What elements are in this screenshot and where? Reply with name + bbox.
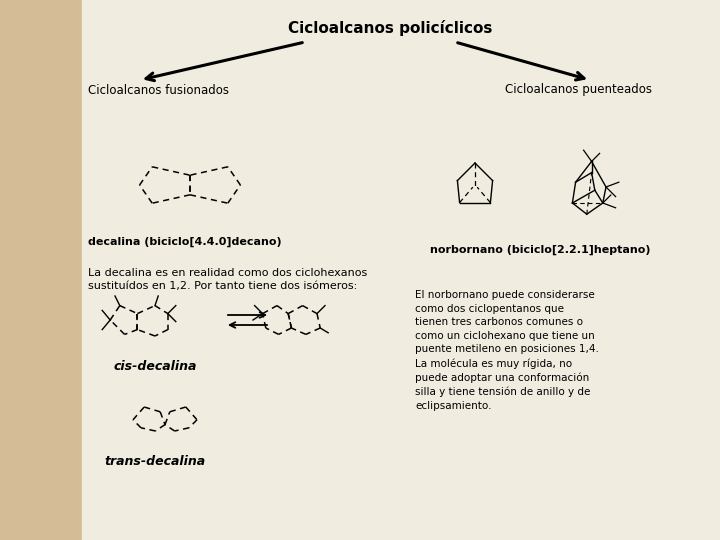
Bar [0,0,82,540]
Text: La decalina es en realidad como dos ciclohexanos
sustituídos en 1,2. Por tanto t: La decalina es en realidad como dos cicl… [88,268,367,291]
Text: norbornano (biciclo[2.2.1]heptano): norbornano (biciclo[2.2.1]heptano) [430,245,650,255]
Text: Cicloalcanos puenteados: Cicloalcanos puenteados [505,84,652,97]
Text: cis-decalina: cis-decalina [113,360,197,373]
Text: Cicloalcanos fusionados: Cicloalcanos fusionados [88,84,229,97]
Text: trans-decalina: trans-decalina [104,455,206,468]
Text: El norbornano puede considerarse
como dos ciclopentanos que
tienen tres carbonos: El norbornano puede considerarse como do… [415,290,599,411]
Bar [82,0,720,540]
Text: decalina (biciclo[4.4.0]decano): decalina (biciclo[4.4.0]decano) [88,237,282,247]
Text: Cicloalcanos policíclicos: Cicloalcanos policíclicos [288,20,492,36]
